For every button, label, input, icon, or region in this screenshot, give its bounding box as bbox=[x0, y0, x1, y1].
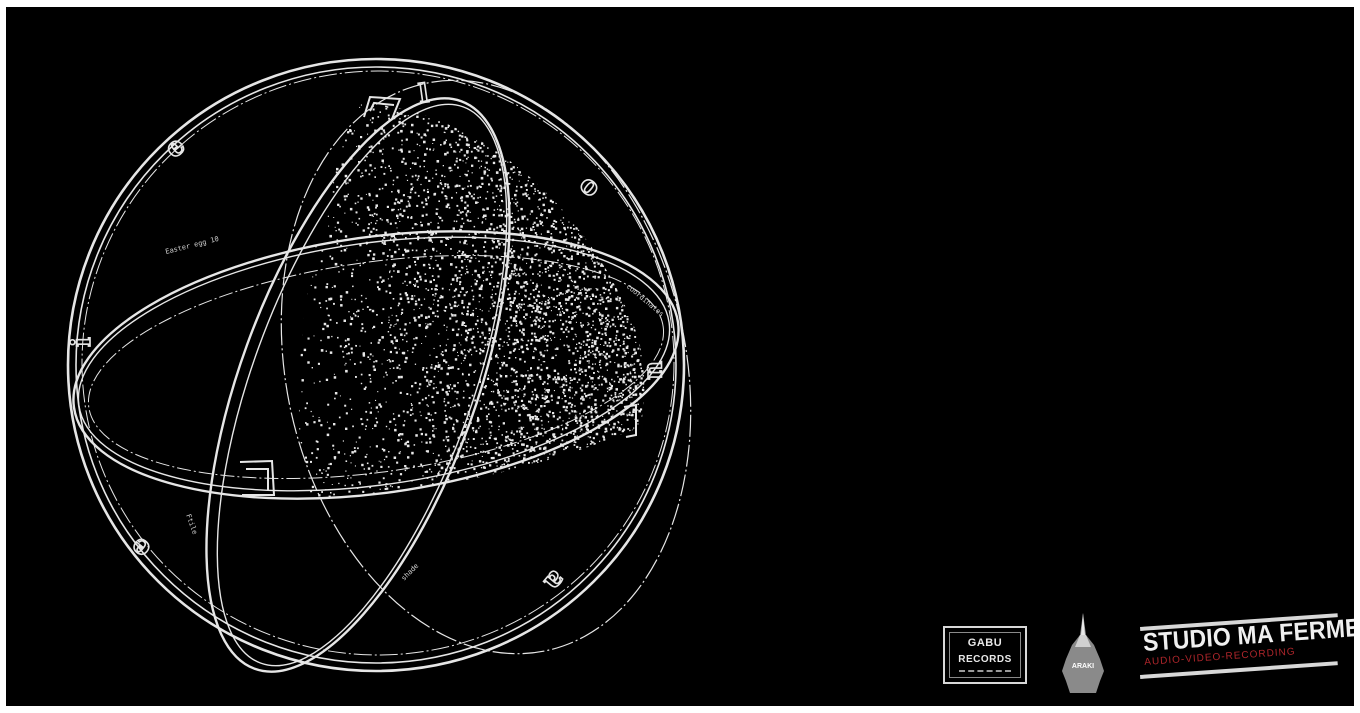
letter-a-bottom: a bbox=[538, 565, 572, 597]
letter-l-top: l bbox=[417, 79, 431, 110]
araki-logo: ARAKI bbox=[1058, 611, 1108, 695]
gabu-logo-line1: GABU bbox=[967, 637, 1003, 649]
letter-i-left: i bbox=[67, 337, 97, 347]
araki-logo-label: ARAKI bbox=[1071, 663, 1095, 670]
sphere-rings bbox=[66, 57, 692, 673]
araki-emblem-icon bbox=[1062, 613, 1104, 693]
video-frame: e l o u a e i Easter egg 10 coordinates … bbox=[6, 7, 1354, 706]
gabu-logo-line2: RECORDS bbox=[958, 654, 1012, 665]
letter-o-right: o bbox=[574, 169, 607, 203]
gabu-records-logo: GABU RECORDS bbox=[943, 626, 1027, 684]
right-angle-markers bbox=[239, 95, 637, 496]
studio-ma-ferme-logo: STUDIO MA FERME AUDIO-VIDEO-RECORDING bbox=[1136, 613, 1354, 683]
wireframe-sphere-illustration: e l o u a e i Easter egg 10 coordinates … bbox=[66, 57, 692, 673]
ring-label-1: Easter egg 10 bbox=[165, 235, 220, 256]
ring-label-3: Ftile bbox=[184, 513, 199, 536]
ring-label-4: shade bbox=[400, 562, 421, 583]
letter-e-top: e bbox=[159, 131, 191, 165]
letter-u-right: u bbox=[641, 361, 671, 380]
sphere-letters: e l o u a e i bbox=[66, 78, 672, 598]
